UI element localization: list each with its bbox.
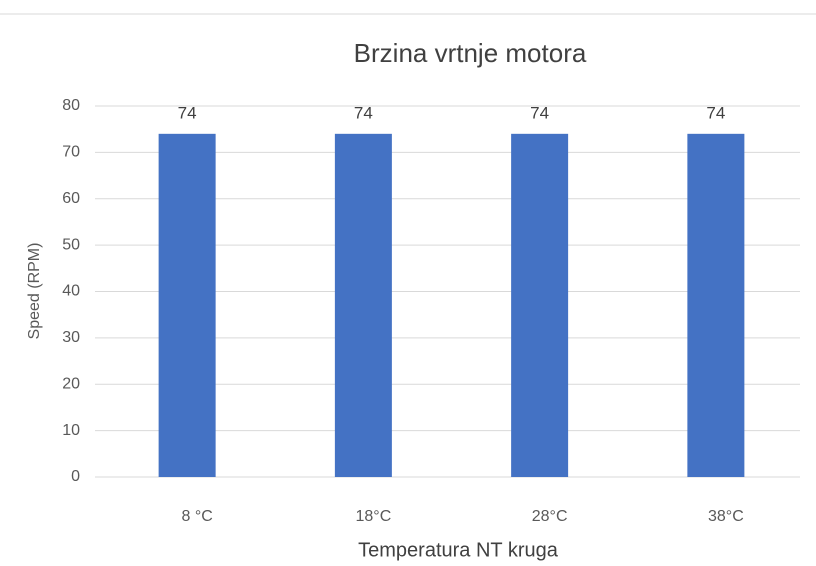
bar [687,133,745,477]
y-axis-title: Speed (RPM) [26,243,43,340]
y-tick-label: 30 [62,329,80,346]
bar [511,133,569,477]
y-tick-label: 50 [62,236,80,253]
data-label: 74 [706,103,725,122]
y-tick-label: 10 [62,422,80,439]
y-tick-label: 60 [62,190,80,207]
chart-title: Brzina vrtnje motora [354,38,587,68]
data-label: 74 [178,103,197,122]
bar [158,133,216,477]
x-tick-label: 28°C [532,508,568,525]
y-tick-label: 20 [62,375,80,392]
x-tick-label: 8 °C [181,508,212,525]
x-tick-label: 18°C [356,508,392,525]
y-tick-label: 70 [62,144,80,161]
data-label: 74 [530,103,549,122]
data-label: 74 [354,103,373,122]
bar [334,133,392,477]
y-tick-label: 80 [62,97,80,114]
y-tick-label: 40 [62,283,80,300]
x-tick-label: 38°C [708,508,744,525]
y-tick-label: 0 [71,468,80,485]
x-axis-title: Temperatura NT kruga [358,539,559,561]
